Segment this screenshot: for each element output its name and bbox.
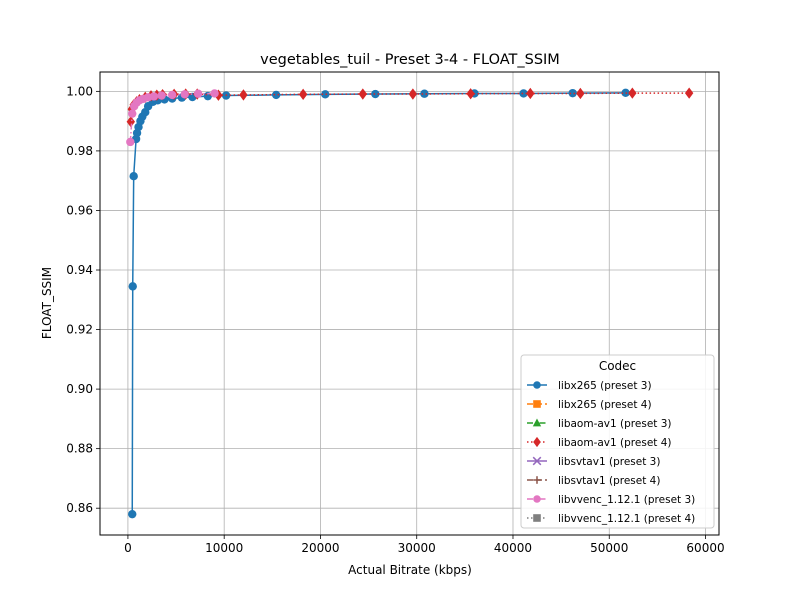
data-point [129, 172, 138, 181]
data-point [271, 90, 281, 100]
y-tick-label: 0.94 [66, 263, 93, 277]
legend-label: libvvenc_1.12.1 (preset 4) [558, 513, 695, 525]
legend-title: Codec [599, 359, 636, 373]
x-tick-label: 40000 [494, 541, 532, 555]
legend-label: libaom-av1 (preset 3) [558, 418, 672, 430]
plot-frame [99, 71, 720, 536]
data-point [180, 90, 189, 99]
data-point [628, 87, 637, 99]
data-point [128, 109, 137, 118]
data-point [157, 91, 166, 100]
legend-box [520, 354, 715, 529]
data-point [684, 87, 694, 99]
data-point [126, 137, 135, 147]
x-tick-label: 0 [124, 541, 132, 555]
data-point [371, 89, 380, 99]
legend-label: libx265 (preset 4) [558, 399, 652, 411]
x-tick-label: 60000 [686, 541, 724, 555]
legend-marker [533, 514, 541, 522]
series-6 [126, 89, 219, 147]
legend-item: libsvtav1 (preset 3) [527, 456, 660, 468]
x-tick-label: 30000 [398, 541, 436, 555]
y-tick-label: 0.86 [66, 501, 93, 515]
x-tick-label: 50000 [590, 541, 628, 555]
y-tick-label: 0.88 [66, 442, 93, 456]
legend-item: libvvenc_1.12.1 (preset 4) [527, 513, 695, 525]
data-point [128, 282, 137, 291]
legend-item: libx265 (preset 4) [527, 399, 652, 411]
marker-stroke [532, 456, 542, 466]
legend-label: libvvenc_1.12.1 (preset 3) [558, 494, 695, 506]
data-point [358, 88, 368, 100]
data-point [408, 88, 418, 100]
legend-item: libvvenc_1.12.1 (preset 3) [527, 494, 695, 506]
legend-marker [532, 456, 542, 466]
y-axis-label: FLOAT_SSIM [40, 267, 54, 339]
legend-item: libx265 (preset 3) [527, 380, 652, 392]
y-tick-label: 0.92 [66, 323, 93, 337]
data-point [466, 88, 475, 100]
data-point [239, 89, 248, 101]
y-tick-label: 0.98 [66, 144, 93, 158]
legend-marker [533, 436, 541, 448]
data-point [210, 89, 219, 98]
data-point [149, 92, 159, 101]
x-axis-label: Actual Bitrate (kbps) [348, 563, 472, 577]
data-point [576, 87, 585, 100]
x-tick-label: 20000 [301, 541, 339, 555]
data-point [126, 116, 136, 128]
legend-item: libaom-av1 (preset 3) [527, 418, 672, 430]
data-point [193, 89, 203, 98]
data-point [321, 90, 330, 99]
legend-label: libsvtav1 (preset 4) [558, 475, 660, 487]
legend: Codec libx265 (preset 3) libx265 (preset … [520, 354, 715, 529]
legend-label: libx265 (preset 3) [558, 380, 652, 392]
legend-marker [533, 476, 541, 484]
data-point [519, 89, 528, 98]
legend-marker [533, 495, 541, 503]
data-point [420, 89, 429, 98]
y-tick-label: 1.00 [66, 84, 93, 98]
chart-title: vegetables_tuil - Preset 3-4 - FLOAT_SSI… [260, 52, 560, 68]
data-point [168, 90, 177, 100]
data-point [128, 509, 137, 519]
legend-marker [533, 400, 541, 408]
x-tick-label: 10000 [205, 541, 243, 555]
legend-marker [533, 381, 541, 389]
legend-marker [532, 418, 542, 427]
legend-item: libsvtav1 (preset 4) [527, 475, 660, 487]
data-point [526, 87, 535, 100]
legend-label: libaom-av1 (preset 4) [558, 437, 672, 449]
data-point [568, 88, 577, 98]
data-point [298, 88, 308, 101]
legend-label: libsvtav1 (preset 3) [558, 456, 660, 468]
y-tick-label: 0.96 [66, 203, 93, 217]
y-tick-label: 0.90 [66, 382, 93, 396]
legend-item: libaom-av1 (preset 4) [527, 436, 672, 449]
